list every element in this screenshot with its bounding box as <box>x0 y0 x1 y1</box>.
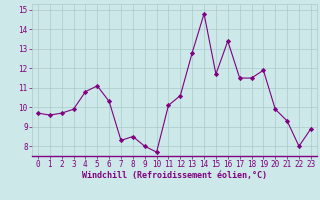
X-axis label: Windchill (Refroidissement éolien,°C): Windchill (Refroidissement éolien,°C) <box>82 171 267 180</box>
